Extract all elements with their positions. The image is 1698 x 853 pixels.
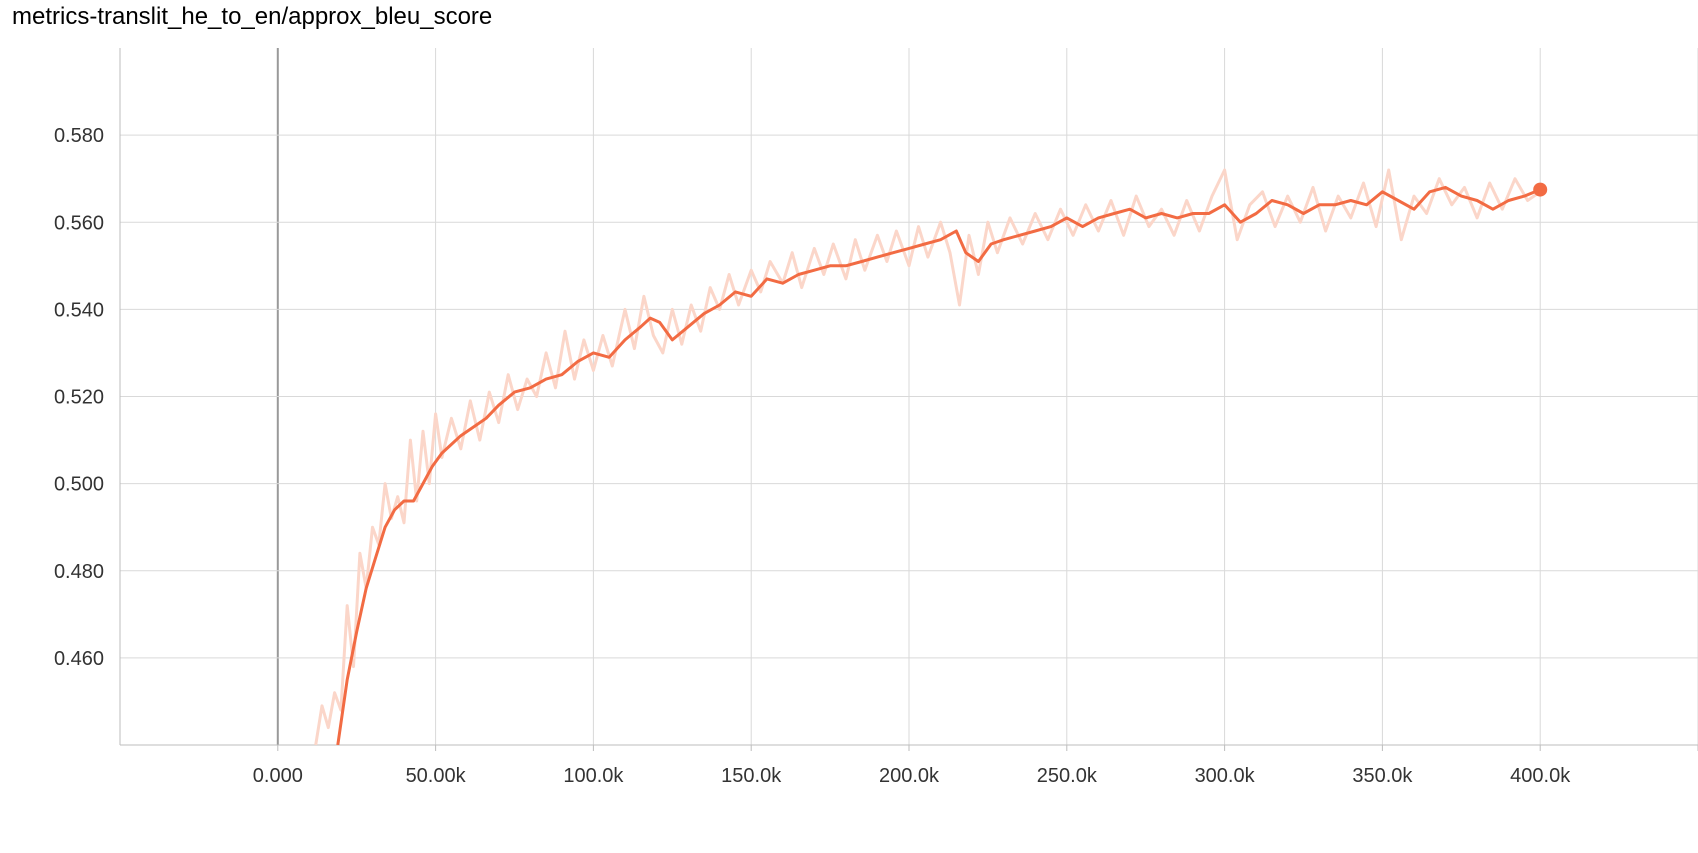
raw-series-line bbox=[314, 168, 1542, 745]
x-tick-label: 50.00k bbox=[406, 765, 467, 787]
axis-layer bbox=[119, 48, 1698, 751]
x-tick-label: 0.000 bbox=[253, 765, 303, 787]
y-tick-label: 0.500 bbox=[54, 474, 104, 496]
y-tick-label: 0.580 bbox=[54, 125, 104, 147]
y-tick-label: 0.520 bbox=[54, 387, 104, 409]
x-tick-label: 250.0k bbox=[1037, 765, 1098, 787]
series-layer bbox=[314, 168, 1548, 745]
smoothed-series-line bbox=[336, 185, 1541, 745]
x-tick-label: 150.0k bbox=[721, 765, 782, 787]
y-tick-label: 0.540 bbox=[54, 299, 104, 321]
x-tick-label: 300.0k bbox=[1195, 765, 1256, 787]
chart-title: metrics-translit_he_to_en/approx_bleu_sc… bbox=[12, 3, 493, 30]
x-tick-label: 200.0k bbox=[879, 765, 940, 787]
tick-label-layer: 0.460 0.480 0.500 0.520 0.540 0.560 0.580 0.000… bbox=[54, 125, 1571, 787]
x-tick-label: 100.0k bbox=[563, 765, 624, 787]
grid-layer bbox=[120, 48, 1698, 745]
y-tick-label: 0.460 bbox=[54, 648, 104, 670]
y-tick-label: 0.560 bbox=[54, 212, 104, 234]
last-point-marker bbox=[1533, 182, 1548, 197]
x-tick-label: 350.0k bbox=[1352, 765, 1413, 787]
x-tick-label: 400.0k bbox=[1510, 765, 1571, 787]
y-tick-label: 0.480 bbox=[54, 561, 104, 583]
